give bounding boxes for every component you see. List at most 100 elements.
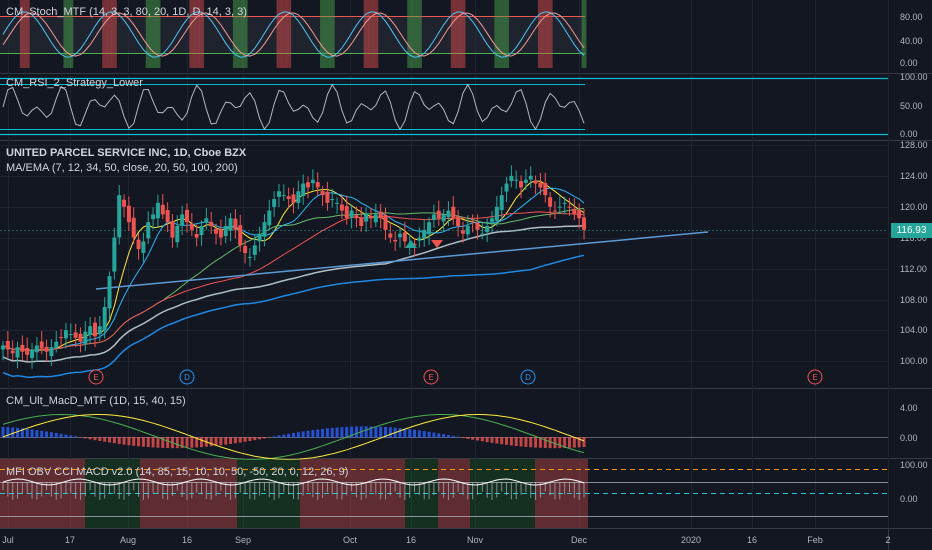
candle-body (44, 346, 49, 352)
price-y-tick: 100.00 (900, 356, 928, 366)
stoch-y-tick: 0.00 (900, 58, 918, 68)
candle-body (436, 210, 441, 219)
candle-body (218, 229, 223, 238)
candle-body (170, 221, 175, 238)
candle-body (257, 233, 262, 242)
dividend-event-icon[interactable] (520, 369, 536, 385)
candle-body (582, 217, 586, 230)
price-pane[interactable] (0, 165, 888, 379)
stoch-label: CM_Stoch_MTF (14, 3, 3, 80, 20, 1D, D, 1… (6, 6, 247, 18)
candle-body (73, 332, 78, 338)
candle-body (252, 245, 257, 255)
candle-body (122, 199, 127, 207)
candle-body (509, 175, 514, 182)
candle-body (499, 195, 504, 211)
candle-body (286, 196, 291, 199)
candle-body (39, 341, 44, 349)
event-letter: E (93, 373, 98, 382)
mfi-y-tick: 100.00 (900, 460, 928, 470)
candle-body (330, 199, 335, 201)
candle-body (194, 234, 199, 238)
candle-body (320, 191, 325, 196)
candle-body (310, 179, 315, 184)
price-y-tick: 104.00 (900, 325, 928, 335)
candle-body (141, 241, 146, 253)
candle-body (49, 347, 54, 357)
earnings-event-icon[interactable] (807, 369, 823, 385)
time-tick: Nov (467, 535, 484, 545)
candle-body (572, 208, 577, 215)
candle-body (117, 195, 122, 238)
ma-50 (2, 211, 585, 351)
price-y-tick: 124.00 (900, 171, 928, 181)
price-y-tick: 120.00 (900, 202, 928, 212)
candle-body (267, 210, 272, 226)
dividend-event-icon[interactable] (179, 369, 195, 385)
candle-body (199, 226, 204, 236)
candle-body (533, 180, 538, 184)
candle-body (155, 202, 160, 219)
candle-body (548, 197, 553, 207)
rsi-y-tick: 100.00 (900, 72, 928, 82)
candle-body (446, 210, 451, 218)
time-tick: Feb (807, 535, 823, 545)
candle-body (475, 222, 480, 230)
candle-body (1, 345, 5, 350)
candle-body (160, 204, 165, 215)
candle-body (78, 333, 83, 342)
stoch-y-tick: 80.00 (900, 12, 923, 22)
candle-body (552, 210, 557, 212)
candle-body (54, 341, 59, 348)
price-y-tick: 128.00 (900, 140, 928, 150)
candle-body (562, 202, 567, 204)
ma-ema-label[interactable]: MA/EMA (7, 12, 34, 50, close, 20, 50, 10… (6, 162, 238, 174)
candle-body (383, 215, 388, 230)
symbol-title[interactable]: UNITED PARCEL SERVICE INC, 1D, Cboe BZX (6, 147, 247, 159)
candle-body (306, 182, 311, 188)
ma-200 (2, 254, 585, 379)
candle-body (543, 183, 548, 196)
time-tick: Oct (343, 535, 358, 545)
candle-body (281, 195, 286, 197)
candle-body (83, 331, 88, 345)
macd-pane (0, 413, 888, 461)
candle-body (296, 191, 301, 203)
candle-body (204, 218, 209, 223)
candle-body (412, 243, 417, 246)
earnings-event-icon[interactable] (423, 369, 439, 385)
candle-body (214, 228, 219, 234)
time-tick: Dec (571, 535, 588, 545)
candle-body (25, 348, 30, 355)
candle-body (460, 230, 465, 234)
time-tick: 17 (65, 535, 75, 545)
candle-body (339, 204, 344, 211)
candle-body (557, 206, 562, 208)
candle-body (272, 199, 277, 207)
earnings-event-icon[interactable] (88, 369, 104, 385)
candle-body (151, 214, 156, 220)
candle-body (451, 206, 456, 219)
candle-body (402, 232, 407, 242)
candle-body (102, 307, 107, 331)
stoch-y-tick: 40.00 (900, 36, 923, 46)
macd-y-tick: 4.00 (900, 403, 918, 413)
candle-body (10, 350, 15, 354)
candle-body (514, 179, 519, 181)
price-y-tick: 112.00 (900, 264, 927, 274)
time-tick: 16 (747, 535, 757, 545)
candle-body (325, 191, 330, 203)
time-tick: 2020 (681, 535, 701, 545)
time-tick: Jul (2, 535, 14, 545)
rsi-pane (0, 77, 888, 136)
candle-body (189, 223, 194, 230)
candle-body (59, 337, 64, 339)
candle-body (5, 340, 10, 350)
candle-body (262, 222, 267, 237)
candle-body (528, 175, 533, 180)
candle-body (523, 179, 528, 183)
candle-body (441, 214, 446, 222)
candle-body (30, 349, 35, 359)
candle-body (97, 326, 102, 334)
rsi-y-tick: 0.00 (900, 129, 918, 139)
